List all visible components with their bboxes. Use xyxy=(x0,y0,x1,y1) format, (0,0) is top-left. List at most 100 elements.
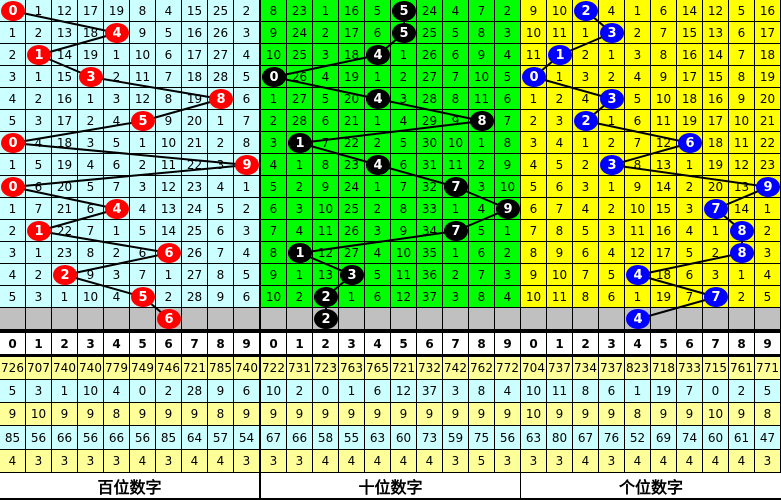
max-consecutive-cell: 3 xyxy=(755,450,781,473)
draw-ball: 4 xyxy=(366,155,390,175)
max-miss-cell: 9 xyxy=(0,403,26,426)
current-miss-cell: 6 xyxy=(599,380,625,403)
grid-cell: 3 xyxy=(365,220,391,242)
grid-cell: 6 xyxy=(104,154,130,176)
grid-cell: 14 xyxy=(729,198,755,220)
grid-cell: 2 xyxy=(287,176,313,198)
grid-cell: 8 xyxy=(573,286,599,308)
grid-cell: 8 xyxy=(261,242,287,264)
grid-cell: 5 xyxy=(313,88,339,110)
grid-cell: 23 xyxy=(52,242,78,264)
grid-cell: 3 xyxy=(703,264,729,286)
grid-cell: 12 xyxy=(130,88,156,110)
total-count-cell: 779 xyxy=(104,357,130,380)
grid-cell: 4 xyxy=(573,198,599,220)
grid-cell: 3 xyxy=(469,176,495,198)
grid-cell: 28 xyxy=(208,66,234,88)
avg-miss-cell: 61 xyxy=(729,426,755,450)
grid-cell: 4 xyxy=(625,66,651,88)
grid-cell-latest xyxy=(755,308,781,330)
avg-miss-cell: 69 xyxy=(651,426,677,450)
grid-cell: 2 xyxy=(599,66,625,88)
grid-cell: 10 xyxy=(521,286,547,308)
digit-header: 7 xyxy=(703,333,729,355)
grid-cell: 2 xyxy=(261,110,287,132)
max-consecutive-cell: 4 xyxy=(0,450,26,473)
grid-cell: 14 xyxy=(651,176,677,198)
grid-cell: 8 xyxy=(625,154,651,176)
grid-cell: 7 xyxy=(234,110,260,132)
grid-cell: 17 xyxy=(52,110,78,132)
grid-cell: 1 xyxy=(521,88,547,110)
draw-ball: 9 xyxy=(756,177,780,197)
current-miss-cell: 4 xyxy=(104,380,130,403)
grid-cell: 10 xyxy=(313,198,339,220)
grid-cell: 5 xyxy=(521,176,547,198)
avg-miss-cell: 66 xyxy=(104,426,130,450)
grid-cell: 4 xyxy=(313,66,339,88)
grid-cell: 20 xyxy=(755,88,781,110)
draw-ball: 3 xyxy=(600,23,624,43)
current-miss-cell: 10 xyxy=(261,380,287,403)
grid-cell: 34 xyxy=(417,220,443,242)
grid-cell: 5 xyxy=(234,264,260,286)
grid-cell-latest xyxy=(547,308,573,330)
grid-cell: 2 xyxy=(104,242,130,264)
grid-cell: 20 xyxy=(52,176,78,198)
grid-cell: 4 xyxy=(26,132,52,154)
panel-tens: 8 23 1 16 5 24 4 7 2 9 24 2 17 6 25 5 8 3 10 25 3 18 1 26 6 9 4 26 4… xyxy=(261,0,521,500)
total-count-cell: 742 xyxy=(443,357,469,380)
grid-cell: 6 xyxy=(156,44,182,66)
draw-ball: 2 xyxy=(314,287,338,307)
grid-cell-latest xyxy=(104,308,130,330)
grid-cell: 1 xyxy=(443,198,469,220)
grid-cell: 1 xyxy=(365,66,391,88)
current-miss-cell: 19 xyxy=(651,380,677,403)
current-miss-cell: 6 xyxy=(365,380,391,403)
grid-cell: 4 xyxy=(495,286,521,308)
current-miss-cell: 0 xyxy=(313,380,339,403)
grid-cell: 1 xyxy=(703,220,729,242)
grid-cell: 13 xyxy=(729,176,755,198)
grid-cell: 2 xyxy=(156,286,182,308)
grid-cell: 7 xyxy=(391,176,417,198)
grid-cell: 27 xyxy=(182,264,208,286)
grid-cell: 3 xyxy=(208,154,234,176)
max-consecutive-cell: 4 xyxy=(651,450,677,473)
draw-ball: 4 xyxy=(366,89,390,109)
grid-cell: 5 xyxy=(130,220,156,242)
grid-cell: 2 xyxy=(573,44,599,66)
total-count-cell: 707 xyxy=(26,357,52,380)
grid-cell: 2 xyxy=(313,22,339,44)
grid-cell: 6 xyxy=(651,0,677,22)
grid-cell: 1 xyxy=(0,154,26,176)
grid-cell: 4 xyxy=(677,220,703,242)
grid-cell: 1 xyxy=(495,220,521,242)
grid-cell: 9 xyxy=(547,242,573,264)
grid-cell: 33 xyxy=(417,198,443,220)
grid-cell: 6 xyxy=(261,198,287,220)
digit-header: 2 xyxy=(313,333,339,355)
max-consecutive-cell: 4 xyxy=(677,450,703,473)
avg-miss-cell: 66 xyxy=(52,426,78,450)
max-consecutive-cell: 4 xyxy=(182,450,208,473)
grid-cell: 3 xyxy=(547,110,573,132)
max-miss-cell: 9 xyxy=(495,403,521,426)
grid-cell: 2 xyxy=(677,176,703,198)
grid-cell: 7 xyxy=(208,242,234,264)
avg-miss-cell: 47 xyxy=(755,426,781,450)
current-miss-cell: 0 xyxy=(130,380,156,403)
digit-header: 0 xyxy=(261,333,287,355)
grid-cell: 7 xyxy=(625,132,651,154)
grid-cell: 12 xyxy=(703,0,729,22)
grid-cell-latest xyxy=(0,308,26,330)
current-miss-cell: 1 xyxy=(52,380,78,403)
max-miss-cell: 10 xyxy=(26,403,52,426)
grid-cell: 1 xyxy=(208,110,234,132)
grid-cell: 6 xyxy=(443,44,469,66)
grid-cell: 10 xyxy=(78,286,104,308)
grid-cell-latest xyxy=(130,308,156,330)
max-miss-cell: 10 xyxy=(521,403,547,426)
grid-cell: 3 xyxy=(313,44,339,66)
total-count-cell: 715 xyxy=(703,357,729,380)
